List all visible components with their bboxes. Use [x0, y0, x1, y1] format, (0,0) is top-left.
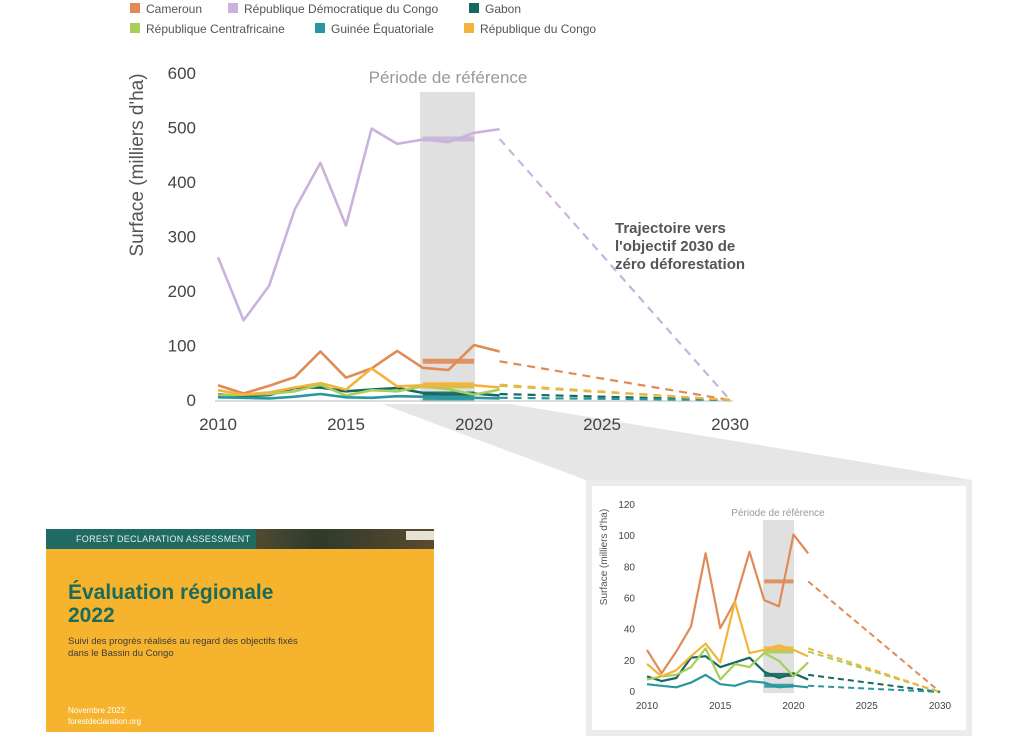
- inset-trajectory-cameroun: [807, 580, 941, 693]
- legend-item-congo: République du Congo: [464, 22, 596, 36]
- trajectory-guinee-equatoriale: [499, 396, 731, 402]
- x-axis-ticks: 2010 2015 2020 2025 2030: [199, 415, 749, 434]
- trajectory-republique-democratique-du-congo: [498, 138, 731, 401]
- cover-tag: [406, 531, 434, 540]
- cover-title-line-1: Évaluation régionale: [68, 581, 274, 604]
- y-tick-label: 0: [187, 391, 196, 410]
- y-tick-label: 100: [168, 337, 196, 356]
- y-axis-label: Surface (milliers d'ha): [127, 73, 148, 256]
- inset-series-gabon: [646, 655, 941, 693]
- legend-swatch-cameroun: [130, 3, 140, 13]
- inset-y-axis-ticks: 0 20 40 60 80 100 120: [618, 500, 635, 698]
- inset-y-tick-label: 0: [629, 687, 635, 698]
- inset-x-tick-label: 2020: [782, 701, 805, 712]
- inset-series-layer: [646, 533, 941, 693]
- inset-trajectory-gabon: [808, 673, 941, 693]
- inset-y-tick-label: 100: [618, 531, 635, 542]
- cover-title: Évaluation régionale 2022: [68, 581, 408, 627]
- cover-url: forestdeclaration.org: [68, 717, 141, 726]
- reference-period-band: [420, 92, 475, 402]
- inset-series-line-gabon: [646, 655, 809, 683]
- cover-subtitle-line-2: dans le Bassin du Congo: [68, 648, 174, 659]
- inset-trajectory-republique-du-congo: [807, 647, 941, 693]
- legend-swatch-rdc: [228, 3, 238, 13]
- y-tick-label: 200: [168, 282, 196, 301]
- inset-series-cameroun: [646, 533, 941, 693]
- series-line-cameroun: [217, 343, 500, 395]
- legend-label-rca: République Centrafricaine: [146, 22, 285, 36]
- inset-series-line-republique-du-congo: [646, 600, 809, 678]
- inset-x-tick-label: 2015: [709, 701, 732, 712]
- inset-y-tick-label: 80: [624, 562, 636, 573]
- legend-item-guinee: Guinée Équatoriale: [315, 21, 434, 36]
- cover-subtitle: Suivi des progrès réalisés au regard des…: [68, 636, 368, 660]
- series-cameroun: [217, 343, 731, 402]
- series-republique-du-congo: [217, 367, 731, 402]
- inset-series-line-cameroun: [646, 533, 809, 675]
- series-line-republique-centrafricaine: [217, 383, 500, 397]
- inset-x-tick-label: 2010: [636, 701, 659, 712]
- inset-reference-period-label: Période de référence: [731, 508, 825, 519]
- inset-trajectory-guinee-equatoriale: [808, 684, 941, 693]
- cover-title-line-2: 2022: [68, 604, 115, 627]
- legend: Cameroun République Démocratique du Cong…: [130, 2, 596, 36]
- inset-y-tick-label: 40: [624, 625, 636, 636]
- inset-y-tick-label: 20: [624, 656, 636, 667]
- legend-item-cameroun: Cameroun: [130, 2, 202, 16]
- legend-label-congo: République du Congo: [480, 22, 596, 36]
- y-axis-ticks: 0 100 200 300 400 500 600: [168, 64, 196, 410]
- trajectory-gabon: [499, 392, 731, 402]
- legend-item-rca: République Centrafricaine: [130, 22, 285, 36]
- x-tick-label: 2015: [327, 415, 365, 434]
- report-cover: FOREST DECLARATION ASSESSMENT Évaluation…: [46, 529, 434, 732]
- inset-y-axis-label: Surface (milliers d'ha): [599, 509, 610, 605]
- inset-series-line-republique-centrafricaine: [646, 647, 809, 681]
- series-republique-democratique-du-congo: [216, 127, 731, 401]
- annotation-line-3: zéro déforestation: [615, 256, 745, 273]
- annotation-line-1: Trajectoire vers: [615, 220, 726, 237]
- legend-item-gabon: Gabon: [469, 2, 521, 16]
- x-tick-label: 2010: [199, 415, 237, 434]
- inset-y-tick-label: 60: [624, 594, 636, 605]
- legend-label-cameroun: Cameroun: [146, 2, 202, 16]
- inset-x-tick-label: 2025: [856, 701, 879, 712]
- annotation-line-2: l'objectif 2030 de: [615, 238, 735, 255]
- legend-swatch-guinee: [315, 23, 325, 33]
- main-chart: Période de référence Surface (milliers d…: [127, 64, 749, 434]
- legend-label-guinee: Guinée Équatoriale: [331, 21, 434, 36]
- x-tick-label: 2030: [711, 415, 749, 434]
- x-tick-label: 2020: [455, 415, 493, 434]
- x-tick-label: 2025: [583, 415, 621, 434]
- inset-series-guinee-equatoriale: [646, 673, 941, 693]
- legend-label-gabon: Gabon: [485, 2, 521, 16]
- y-tick-label: 500: [168, 119, 196, 138]
- inset-chart: Période de référence Surface (milliers d…: [586, 480, 972, 736]
- cover-date: Novembre 2022: [68, 706, 125, 715]
- inset-y-tick-label: 120: [618, 500, 635, 511]
- trajectory-republique-du-congo: [499, 383, 731, 402]
- inset-series-republique-du-congo: [646, 600, 941, 693]
- cover-subtitle-line-1: Suivi des progrès réalisés au regard des…: [68, 636, 298, 647]
- cover-band-label: FOREST DECLARATION ASSESSMENT: [46, 529, 256, 549]
- series-guinee-equatoriale: [217, 392, 731, 402]
- trajectory-cameroun: [499, 360, 731, 402]
- legend-item-rdc: République Démocratique du Congo: [228, 2, 438, 16]
- y-tick-label: 600: [168, 64, 196, 83]
- y-tick-label: 300: [168, 228, 196, 247]
- inset-x-tick-label: 2030: [929, 701, 952, 712]
- y-tick-label: 400: [168, 173, 196, 192]
- legend-swatch-gabon: [469, 3, 479, 13]
- legend-swatch-congo: [464, 23, 474, 33]
- legend-label-rdc: République Démocratique du Congo: [244, 2, 438, 16]
- legend-swatch-rca: [130, 23, 140, 33]
- reference-period-label: Période de référence: [369, 68, 528, 87]
- inset-x-axis-ticks: 2010 2015 2020 2025 2030: [636, 701, 952, 712]
- series-layer: [216, 127, 731, 402]
